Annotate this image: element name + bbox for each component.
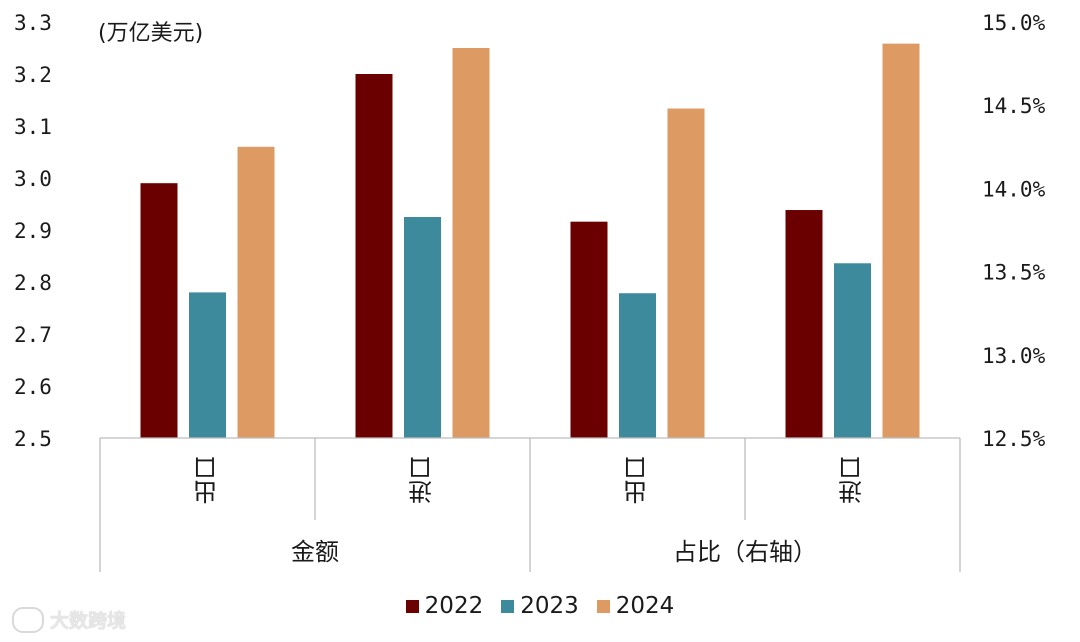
bar-2022: [785, 210, 823, 438]
right-tick-label: 13.5%: [982, 261, 1046, 285]
category-label: 进口: [409, 456, 437, 504]
legend-label: 2022: [424, 593, 484, 619]
right-axis-ticks: 15.0% 14.5% 14.0% 13.5% 13.0% 12.5%: [982, 11, 1046, 451]
watermark-text: 大数跨境: [50, 610, 127, 632]
right-tick-label: 14.0%: [982, 177, 1046, 201]
bar-2024: [882, 43, 920, 439]
category-label: 出口: [624, 456, 652, 504]
legend: 2022 2023 2024: [0, 593, 1080, 619]
bar-2023: [619, 293, 656, 438]
left-tick-label: 3.2: [14, 63, 52, 87]
unit-label: (万亿美元): [98, 21, 203, 46]
legend-label: 2023: [520, 593, 579, 619]
category-label: 出口: [194, 456, 222, 504]
group-label: 占比（右轴）: [673, 538, 817, 566]
legend-item-2022: 2022: [405, 593, 484, 619]
legend-label: 2024: [615, 593, 675, 619]
left-tick-label: 3.1: [14, 115, 52, 139]
left-tick-label: 2.7: [14, 323, 52, 347]
bar-2022: [570, 221, 608, 438]
left-axis-ticks: 3.3 3.2 3.1 3.0 2.9 2.8 2.7 2.6 2.5: [14, 11, 52, 451]
left-tick-label: 2.5: [14, 427, 52, 451]
legend-item-2024: 2024: [596, 593, 675, 619]
category-axis: [99, 437, 961, 572]
right-tick-label: 14.5%: [982, 94, 1046, 118]
group-label: 金额: [291, 538, 339, 566]
bar-2023: [404, 217, 441, 438]
bar-2022: [140, 183, 178, 438]
bar-2023: [834, 263, 871, 438]
legend-swatch: [596, 599, 610, 613]
watermark-logo-icon: [12, 606, 44, 633]
right-tick-label: 12.5%: [982, 427, 1046, 451]
legend-item-2023: 2023: [501, 593, 579, 619]
left-tick-label: 2.6: [14, 375, 52, 399]
watermark: 大数跨境: [12, 606, 126, 633]
bar-2022: [355, 74, 393, 438]
bar-2024: [237, 146, 275, 439]
left-tick-label: 2.9: [14, 219, 52, 243]
right-tick-label: 15.0%: [982, 11, 1046, 35]
legend-swatch: [501, 599, 515, 613]
bar-2024: [452, 48, 490, 438]
left-tick-label: 3.3: [14, 11, 52, 35]
legend-swatch: [405, 599, 419, 613]
left-tick-label: 3.0: [14, 167, 52, 191]
bar-2023: [189, 292, 226, 438]
left-tick-label: 2.8: [14, 271, 52, 295]
right-tick-label: 13.0%: [982, 344, 1046, 368]
category-label: 进口: [839, 456, 867, 504]
bars: [140, 43, 920, 439]
bar-2024: [667, 108, 705, 438]
